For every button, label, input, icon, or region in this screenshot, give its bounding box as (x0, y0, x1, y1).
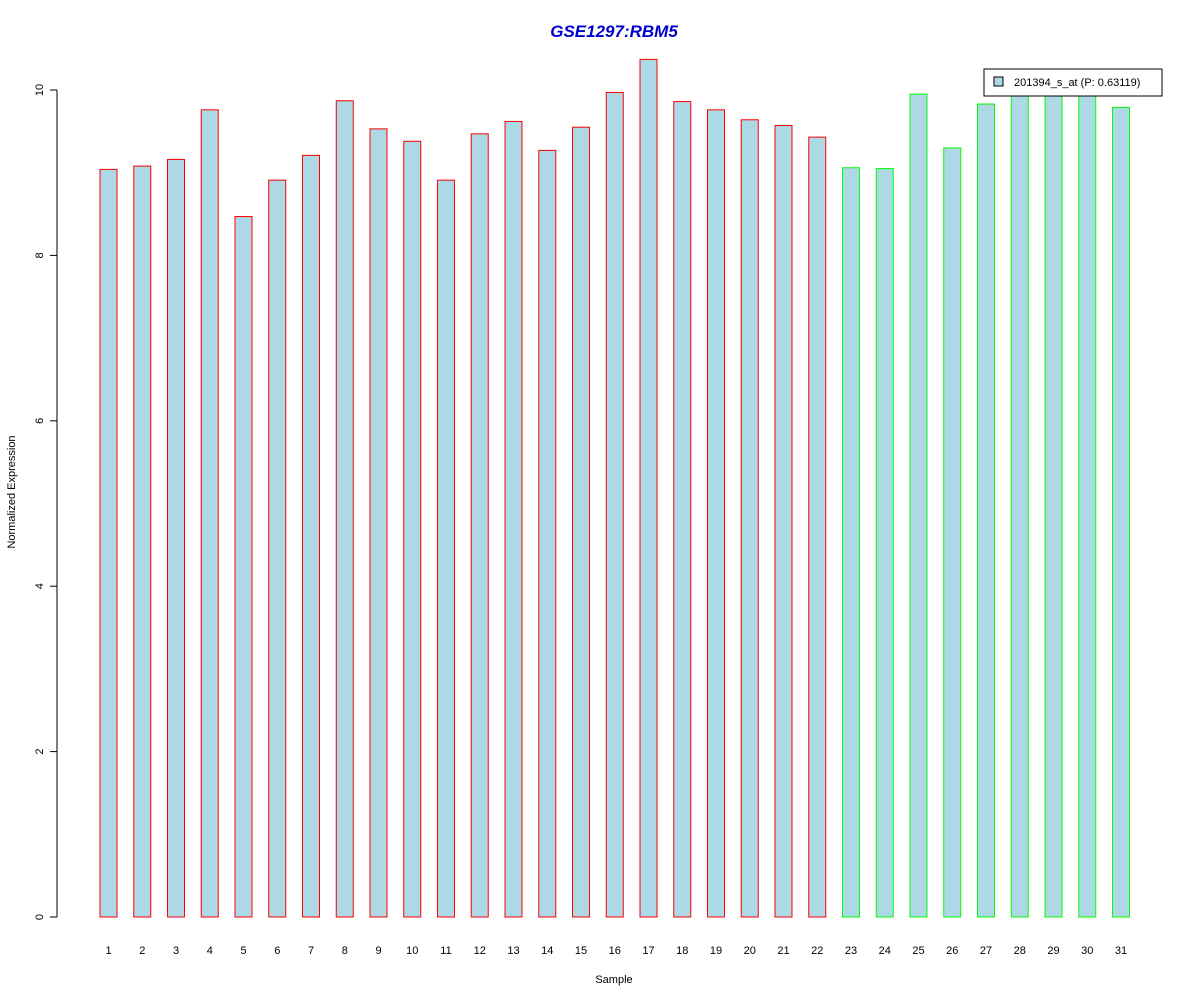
x-tick-label: 2 (139, 945, 145, 957)
x-tick-label: 25 (912, 945, 924, 957)
y-tick-label: 10 (34, 84, 46, 96)
x-tick-label: 7 (308, 945, 314, 957)
bar-16 (605, 91, 624, 918)
x-tick-label: 22 (811, 945, 823, 957)
y-tick-label: 8 (34, 252, 46, 258)
bar-8 (335, 100, 354, 918)
chart-title: GSE1297:RBM5 (550, 22, 678, 41)
bar-7 (302, 154, 320, 918)
bar-22 (808, 136, 827, 918)
x-tick-label: 28 (1014, 945, 1026, 957)
bar-15 (572, 126, 590, 918)
x-tick-label: 11 (440, 945, 451, 957)
bar-5 (234, 216, 253, 918)
x-tick-label: 8 (342, 945, 348, 957)
x-tick-label: 30 (1081, 945, 1093, 957)
x-tick-label: 3 (173, 945, 179, 957)
bar-2 (133, 165, 152, 918)
bar-17 (639, 58, 658, 918)
x-tick-label: 18 (676, 945, 688, 957)
y-axis-title: Normalized Expression (6, 435, 18, 548)
bar-30 (1078, 93, 1097, 918)
x-tick-label: 13 (507, 945, 519, 957)
bar-28 (1010, 93, 1029, 918)
x-tick-label: 12 (474, 945, 486, 957)
x-tick-label: 29 (1047, 945, 1059, 957)
x-tick-label: 23 (845, 945, 857, 957)
bar-29 (1044, 93, 1063, 918)
x-tick-label: 31 (1115, 945, 1127, 957)
bar-24 (875, 168, 894, 918)
y-tick-label: 6 (34, 418, 46, 424)
x-tick-label: 14 (541, 945, 553, 957)
bar-23 (842, 167, 860, 918)
x-tick-label: 17 (642, 945, 654, 957)
bar-3 (167, 158, 185, 918)
y-tick-label: 2 (34, 749, 46, 755)
bar-4 (200, 109, 219, 918)
y-axis-ticks: 0 2 4 6 8 10 (34, 84, 57, 920)
bar-12 (470, 133, 489, 918)
legend-swatch (993, 76, 1004, 87)
bar-20 (740, 119, 759, 918)
bar-13 (504, 120, 523, 918)
x-axis-title: Sample (595, 974, 632, 986)
bar-1 (99, 168, 118, 918)
bars (99, 58, 1130, 918)
bar-31 (1112, 106, 1130, 918)
x-tick-label: 26 (946, 945, 958, 957)
bar-25 (909, 93, 928, 918)
x-tick-label: 5 (240, 945, 246, 957)
x-tick-label: 6 (274, 945, 280, 957)
y-tick-label: 4 (34, 583, 46, 589)
bar-6 (268, 179, 287, 918)
x-tick-label: 21 (777, 945, 789, 957)
x-tick-label: 15 (575, 945, 587, 957)
x-tick-label: 4 (207, 945, 213, 957)
x-tick-label: 20 (744, 945, 756, 957)
bar-26 (943, 147, 962, 918)
legend-box (983, 68, 1163, 97)
x-axis-labels: 1 2 3 4 5 6 7 8 9 10 11 12 13 14 15 16 17 18 19 20 21 22 23 24 2… (105, 945, 1127, 957)
bar-21 (774, 125, 793, 918)
x-tick-label: 10 (406, 945, 418, 957)
x-tick-label: 19 (710, 945, 722, 957)
bar-19 (707, 109, 725, 918)
bar-11 (437, 179, 455, 918)
legend-label: 201394_s_at (P: 0.63119) (1014, 77, 1140, 89)
bar-18 (673, 101, 692, 918)
bar-10 (403, 140, 422, 918)
bar-9 (369, 128, 388, 918)
x-tick-label: 24 (879, 945, 891, 957)
x-tick-label: 27 (980, 945, 992, 957)
bar-27 (977, 103, 995, 918)
bar-14 (538, 149, 557, 918)
y-tick-label: 0 (34, 914, 46, 920)
legend: 201394_s_at (P: 0.63119) (983, 68, 1163, 97)
x-tick-label: 9 (375, 945, 381, 957)
x-tick-label: 16 (609, 945, 621, 957)
x-tick-label: 1 (105, 945, 111, 957)
